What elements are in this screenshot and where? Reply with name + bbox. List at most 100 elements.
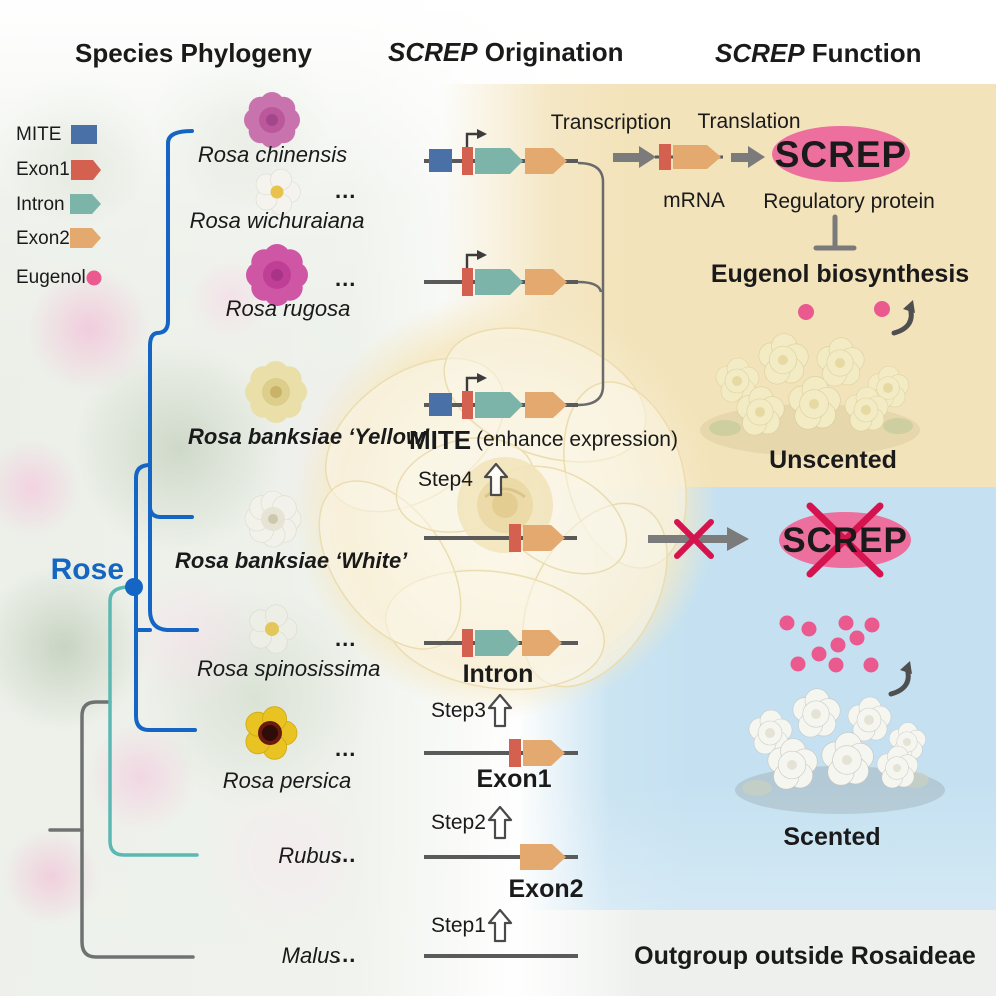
outgroup-strip	[520, 910, 996, 996]
scented-label: Scented	[783, 823, 881, 851]
exon1-swatch-icon	[71, 160, 101, 180]
eugenol-dots-scented	[779, 615, 880, 673]
species-label-rubus: Rubus	[278, 843, 342, 868]
exon1-box	[509, 524, 521, 552]
species-label-banksiae-yellow: Rosa banksiae ‘Yellow’	[188, 424, 430, 449]
volatile-arrow-icon	[888, 661, 912, 697]
flower-rosa-banksiae-white	[244, 490, 302, 548]
gene-row-spinosissima	[424, 629, 578, 657]
mite-note: (enhance expression)	[476, 428, 678, 451]
flower-rosa-wichuraiana	[255, 168, 301, 216]
blocked-arrow	[648, 519, 749, 559]
grouping-brace	[577, 161, 605, 407]
regulatory-protein-label: Regulatory protein	[763, 190, 935, 213]
header-screp-italic: SCREP	[715, 38, 805, 68]
scented-flower-cluster	[735, 688, 945, 814]
volatile-arrow-icon	[891, 300, 915, 336]
exon2-arrow	[523, 525, 565, 551]
tree-branch-persica	[134, 463, 197, 732]
rose-clade-label: Rose	[50, 553, 124, 586]
intron-arrow	[475, 630, 520, 656]
eugenol-dots-unscented	[798, 301, 890, 320]
arrow-icon	[648, 527, 749, 551]
translation-arrow-icon	[731, 146, 765, 168]
intron-arrow	[475, 392, 523, 418]
transcription-label: Transcription	[550, 111, 672, 134]
gene-row-rugosa	[424, 250, 578, 296]
screp-ellipse	[772, 126, 910, 182]
mite-box	[429, 393, 452, 416]
species-label-persica: Rosa persica	[222, 768, 352, 793]
species-label-malus: Malus	[281, 943, 341, 968]
tree-branch-banksiae-white	[148, 506, 194, 519]
step1-up-arrow-icon	[487, 908, 513, 943]
flower-rosa-persica	[245, 706, 298, 760]
exon2-arrow	[673, 145, 721, 169]
tree-branch-rubus	[108, 585, 199, 857]
exon2-swatch-icon	[70, 228, 101, 248]
ellipsis: ...	[335, 942, 357, 967]
tree-branch-outgroup	[80, 700, 195, 959]
flower-rosa-banksiae-yellow	[245, 361, 307, 423]
flower-rosa-chinensis	[244, 92, 300, 148]
exon1-box	[462, 629, 473, 657]
species-label-spinosissima: Rosa spinosissima	[197, 656, 381, 681]
step2-label: Step2	[431, 811, 486, 834]
step2-up-arrow-icon	[487, 805, 513, 840]
species-label-wichuraiana: Rosa wichuraiana	[189, 208, 365, 233]
gene-row-rubus	[424, 844, 578, 870]
species-label-chinensis: Rosa chinensis	[197, 142, 348, 167]
gene-row-chinensis	[424, 129, 578, 175]
mrna-label: mRNA	[663, 189, 725, 212]
ellipsis: ...	[335, 626, 357, 651]
step3-label: Step3	[431, 699, 486, 722]
step4-label: Step4	[418, 468, 473, 491]
transcription-arrow-icon	[613, 146, 656, 168]
ellipsis: ...	[335, 736, 357, 761]
mite-swatch-icon	[71, 125, 97, 144]
legend-label-eugenol: Eugenol	[16, 267, 86, 288]
legend-label-exon1: Exon1	[16, 159, 70, 180]
exon1-box	[462, 268, 473, 296]
legend-label-intron: Intron	[16, 194, 65, 215]
inhibition-tbar-icon	[813, 214, 857, 251]
cross-icon	[674, 519, 714, 559]
exon1-box	[462, 391, 473, 419]
outgroup-label: Outgroup outside Rosaideae	[634, 942, 976, 970]
ellipsis: ...	[335, 842, 357, 867]
intron-swatch-icon	[70, 194, 101, 214]
tree-branch-rose-clade	[148, 129, 199, 632]
column-header-function: SCREP Function	[715, 38, 922, 69]
exon1-box	[509, 739, 521, 767]
intron-step-label: Intron	[462, 660, 534, 688]
exon1-step-label: Exon1	[476, 765, 552, 793]
gene-row-banksiae-white	[424, 524, 577, 552]
intron-arrow	[475, 148, 523, 174]
header-origination-rest: Origination	[477, 37, 624, 67]
exon2-arrow	[525, 269, 567, 295]
intron-arrow	[475, 269, 523, 295]
step1-label: Step1	[431, 914, 486, 937]
legend-swatches	[70, 125, 102, 286]
header-screp-italic: SCREP	[388, 37, 478, 67]
rose-node-dot	[125, 578, 143, 596]
flower-rosa-spinosissima	[249, 604, 298, 654]
exon2-arrow	[523, 740, 565, 766]
gene-row-malus	[424, 954, 578, 958]
mite-callout: MITE	[409, 425, 472, 455]
ellipsis: ...	[335, 266, 357, 291]
legend-label-mite: MITE	[16, 124, 62, 145]
flower-rosa-rugosa	[246, 244, 308, 306]
ellipsis: ...	[335, 178, 357, 203]
eugenol-biosynthesis-label: Eugenol biosynthesis	[710, 260, 970, 288]
exon1-box	[462, 147, 473, 175]
mrna-model	[655, 144, 723, 170]
screp-absent-label: SCREP	[782, 521, 908, 560]
phylogeny-tree	[48, 129, 199, 959]
exon2-arrow	[525, 392, 567, 418]
exon2-arrow	[520, 844, 566, 870]
screp-protein-label: SCREP	[774, 134, 908, 175]
gene-row-persica	[424, 739, 578, 767]
